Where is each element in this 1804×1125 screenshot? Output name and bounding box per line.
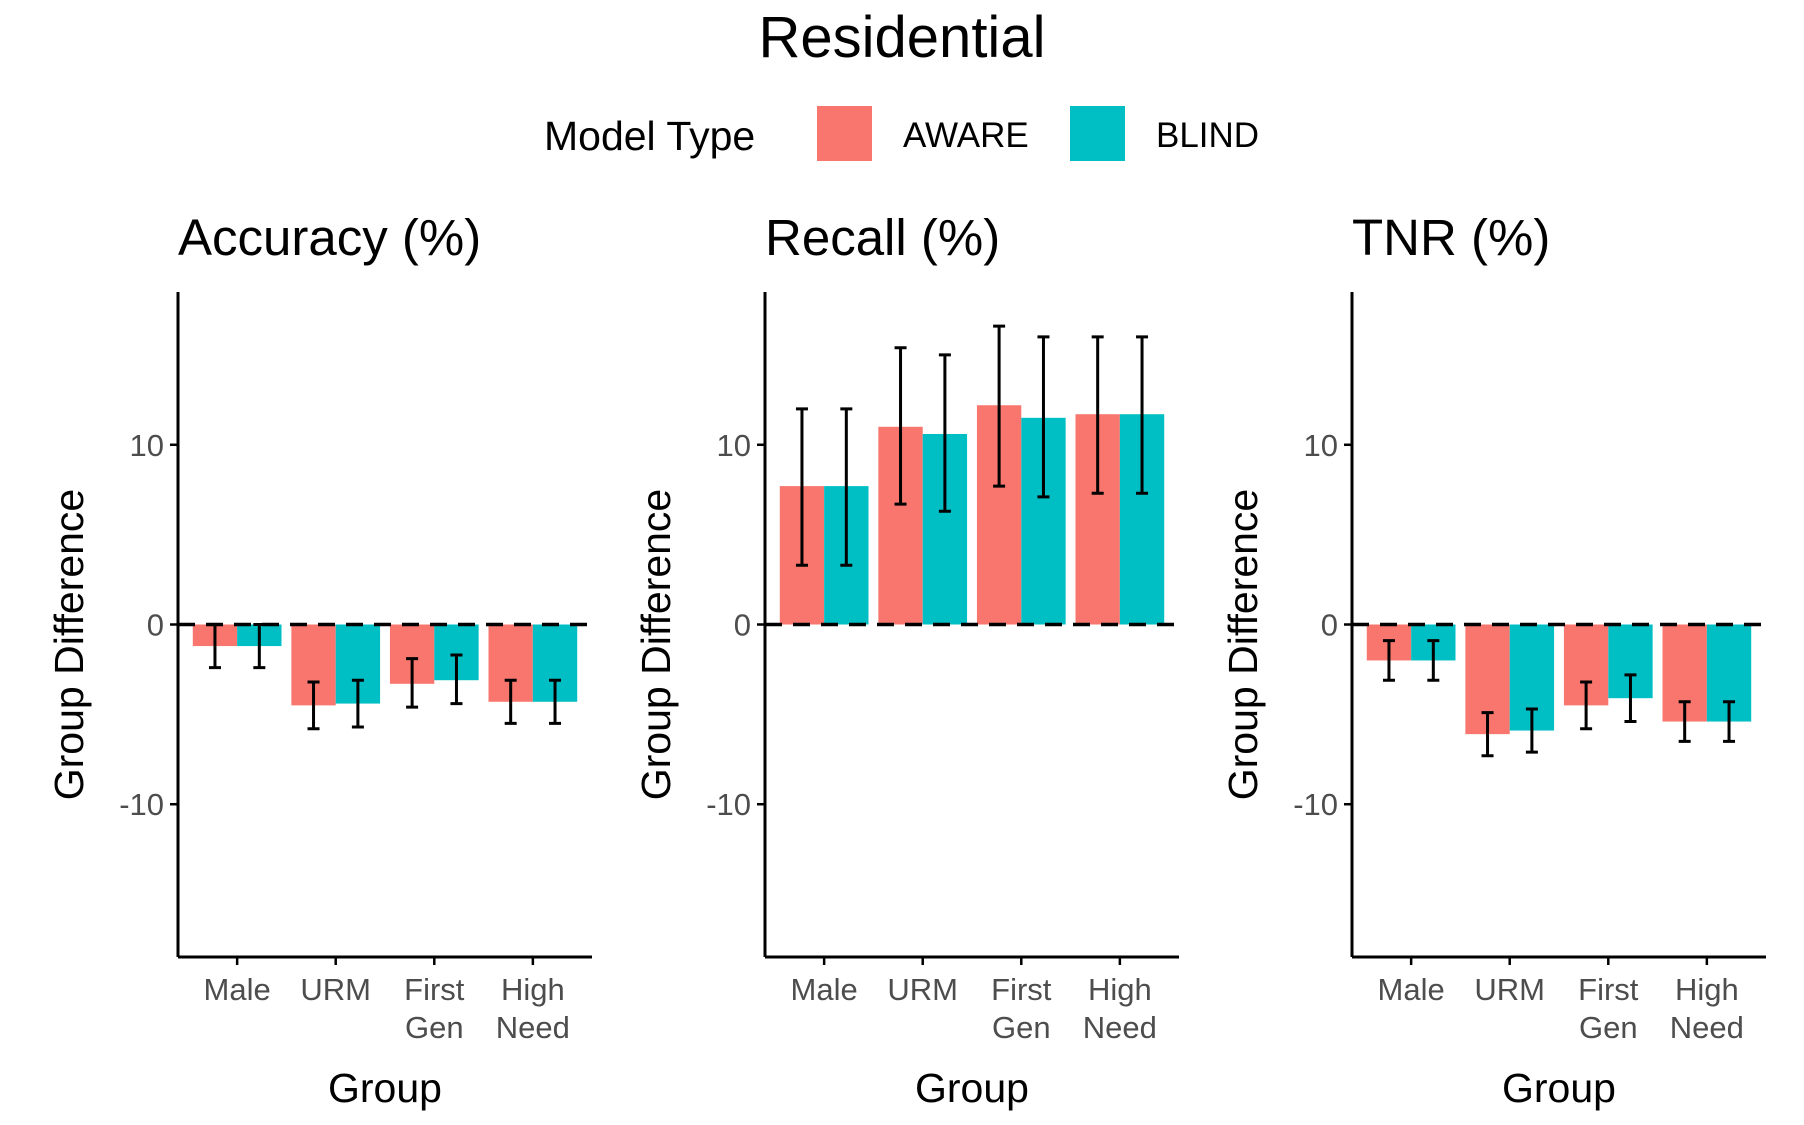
x-tick-label-urm: URM — [1474, 972, 1545, 1007]
y-tick-label: 0 — [734, 608, 751, 643]
x-tick-label-first-gen: First Gen — [1578, 972, 1639, 1045]
error-bar-aware-male — [1382, 639, 1395, 682]
x-tick-label-high-need: High Need — [1083, 972, 1157, 1045]
error-bar-aware-urm — [1481, 711, 1494, 758]
x-tick-label-urm: URM — [887, 972, 958, 1007]
x-axis-title: Group — [1502, 1065, 1616, 1111]
error-bar-aware-high-need — [1091, 335, 1104, 495]
x-tick-label-high-need: High Need — [1670, 972, 1744, 1045]
error-bar-aware-male — [795, 407, 808, 567]
y-tick-label: 10 — [130, 428, 164, 463]
y-axis-title: Group Difference — [46, 489, 92, 800]
x-tick-label-high-need: High Need — [496, 972, 570, 1045]
error-bar-blind-high-need — [1723, 700, 1736, 743]
y-axis-title: Group Difference — [1220, 489, 1266, 800]
panel-recall: Recall (%) -10 0 10 Male URM First Gen High Need G… — [633, 209, 1179, 1111]
error-bar-blind-high-need — [549, 678, 562, 725]
chart-panels: Accuracy (%) -10 0 10 Male URM First Gen High Nee… — [46, 209, 1766, 1111]
legend: Model Type AWARE BLIND — [544, 106, 1259, 161]
panel-accuracy: Accuracy (%) -10 0 10 Male URM First Gen High Nee… — [46, 209, 592, 1111]
error-bar-blind-urm — [1525, 707, 1538, 754]
panel-title: Accuracy (%) — [178, 209, 481, 266]
error-bar-aware-urm — [307, 680, 320, 731]
y-tick-label: -10 — [119, 787, 164, 822]
error-bar-aware-urm — [894, 346, 907, 506]
x-tick-label-urm: URM — [300, 972, 371, 1007]
legend-swatch-aware — [817, 106, 872, 161]
y-tick-label: -10 — [1293, 787, 1338, 822]
error-bar-blind-first-gen — [450, 653, 463, 706]
y-axis-title: Group Difference — [633, 489, 679, 800]
error-bar-aware-first-gen — [1580, 680, 1593, 731]
x-tick-label-first-gen: First Gen — [404, 972, 465, 1045]
error-bar-aware-high-need — [1678, 700, 1691, 743]
panel-tnr: TNR (%) -10 0 10 Male URM First Gen High Need Grou… — [1220, 209, 1766, 1111]
legend-label-blind: BLIND — [1156, 116, 1259, 155]
error-bar-blind-urm — [938, 353, 951, 513]
x-axis-title: Group — [328, 1065, 442, 1111]
error-bar-aware-high-need — [504, 678, 517, 725]
legend-title: Model Type — [544, 113, 755, 159]
y-tick-label: -10 — [706, 787, 751, 822]
panel-title: Recall (%) — [765, 209, 1000, 266]
error-bar-blind-urm — [351, 678, 364, 729]
y-tick-label: 0 — [147, 608, 164, 643]
x-tick-label-first-gen: First Gen — [991, 972, 1052, 1045]
y-tick-label: 10 — [717, 428, 751, 463]
x-tick-label-male: Male — [791, 972, 858, 1007]
error-bar-blind-male — [840, 407, 853, 567]
chart-title: Residential — [759, 5, 1046, 70]
error-bar-blind-first-gen — [1624, 673, 1637, 724]
legend-label-aware: AWARE — [903, 116, 1029, 155]
error-bar-blind-male — [1427, 639, 1440, 682]
error-bar-aware-first-gen — [993, 324, 1006, 488]
error-bar-blind-first-gen — [1037, 335, 1050, 499]
panel-title: TNR (%) — [1352, 209, 1550, 266]
y-tick-label: 0 — [1321, 608, 1338, 643]
x-tick-label-male: Male — [1378, 972, 1445, 1007]
x-tick-label-male: Male — [204, 972, 271, 1007]
legend-swatch-blind — [1070, 106, 1125, 161]
x-axis-title: Group — [915, 1065, 1029, 1111]
y-tick-label: 10 — [1304, 428, 1338, 463]
error-bar-blind-high-need — [1136, 335, 1149, 495]
error-bar-aware-first-gen — [406, 657, 419, 709]
